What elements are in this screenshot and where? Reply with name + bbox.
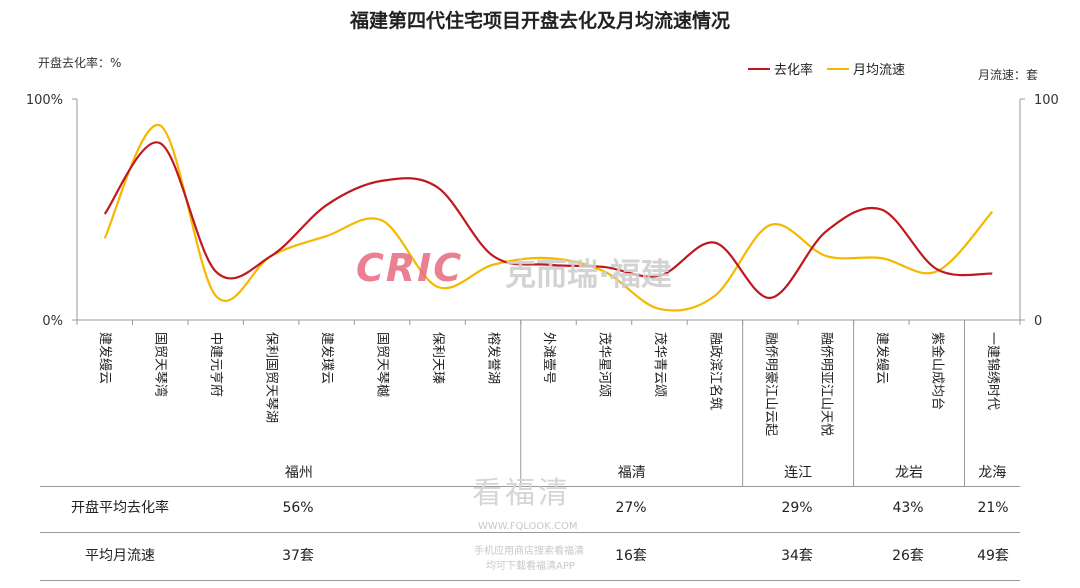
category-label: 外滩壹号 [541, 332, 556, 384]
category-label: 一建锦绣时代 [985, 332, 1000, 410]
category-label: 榕发誉湖 [486, 332, 502, 384]
summary-cell: 49套 [977, 548, 1009, 564]
summary-row-label: 开盘平均去化率 [71, 500, 169, 516]
summary-cell: 34套 [781, 548, 813, 564]
category-label: 保利国贸天琴湖 [264, 332, 279, 423]
right-axis-unit: 月流速：套 [978, 68, 1039, 82]
site-watermark-url: WWW.FQLOOK.COM [478, 521, 578, 532]
summary-cell: 26套 [892, 548, 924, 564]
group-label: 龙海 [978, 465, 1006, 481]
table-top-rule [40, 486, 1020, 487]
summary-row-speed: 平均月流速 37套 16套 34套 26套 49套 [40, 534, 1020, 578]
table-bottom-rule [40, 580, 1020, 581]
left-axis-tick-label: 0% [42, 314, 63, 329]
legend-label-speed: 月均流速 [853, 63, 906, 78]
site-watermark-line1: 手机应用商店搜索看福清 [474, 546, 584, 557]
cric-logo-watermark: CRIC [356, 246, 464, 290]
series-line-speed [103, 124, 994, 312]
chart-title: 福建第四代住宅项目开盘去化及月均流速情况 [349, 10, 730, 32]
group-label: 福州 [285, 465, 313, 481]
group-label: 龙岩 [895, 465, 923, 481]
category-label: 融侨明豪江山云起 [763, 332, 779, 436]
category-label: 融政滨江名筑 [707, 332, 723, 410]
category-label: 茂华星河颂 [596, 332, 611, 397]
category-label: 紫金山成均台 [929, 332, 945, 410]
category-label: 国贸天琴樾 [375, 332, 391, 397]
legend-item-speed: 月均流速 [827, 59, 905, 78]
summary-cell: 16套 [615, 548, 647, 564]
right-axis-tick-label: 100 [1034, 93, 1059, 108]
legend-swatch-speed [827, 67, 850, 70]
summary-cell: 21% [977, 500, 1009, 516]
site-watermark-title: 看福清 [472, 476, 571, 511]
summary-cell: 27% [615, 500, 647, 516]
category-label: 茂华青云颂 [652, 332, 667, 397]
summary-cell: 29% [781, 500, 813, 516]
category-label: 国贸天琴湾 [153, 332, 169, 397]
right-axis-tick-label: 0 [1034, 314, 1042, 329]
legend: 去化率 月均流速 [748, 59, 919, 78]
series-line-rate [103, 141, 993, 300]
category-label: 建发缦云 [874, 332, 890, 384]
left-axis-tick-label: 100% [26, 93, 63, 108]
summary-cell: 43% [892, 500, 924, 516]
summary-cell: 56% [282, 500, 314, 516]
category-label: 保利天瑧 [430, 332, 445, 384]
group-label: 连江 [784, 465, 812, 481]
summary-cell: 37套 [282, 548, 314, 564]
category-label: 建发缦云 [97, 332, 113, 384]
summary-row-label: 平均月流速 [85, 548, 155, 564]
legend-item-rate: 去化率 [748, 59, 813, 78]
legend-label-rate: 去化率 [774, 63, 814, 78]
category-label: 中建元亨府 [208, 332, 224, 397]
legend-swatch-rate [748, 67, 770, 70]
left-axis-unit: 开盘去化率：% [38, 56, 122, 70]
summary-row-rate: 开盘平均去化率 56% 27% 29% 43% 21% [40, 486, 1020, 530]
category-label: 建发璞云 [319, 332, 335, 384]
cric-cn-watermark: 克而瑞·福建 [505, 257, 672, 293]
group-label: 福清 [618, 465, 646, 481]
category-label: 融侨明亚江山天悦 [818, 332, 833, 436]
table-mid-rule [40, 532, 1020, 533]
site-watermark-line2: 均可下载看福清APP [486, 561, 575, 572]
